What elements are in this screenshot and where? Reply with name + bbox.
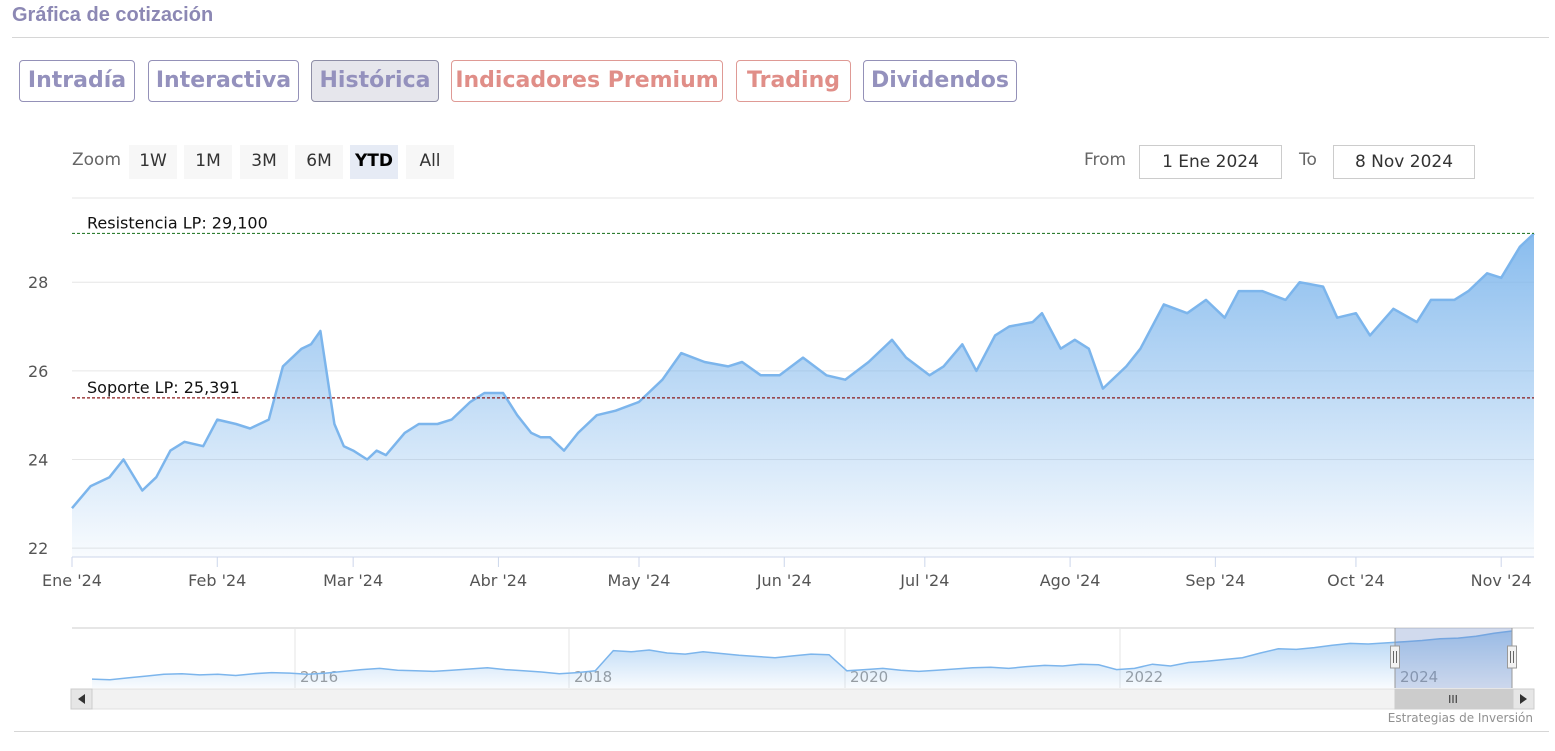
credit-link[interactable]: Estrategias de Inversión bbox=[1387, 711, 1533, 725]
from-date-input[interactable]: 1 Ene 2024 bbox=[1139, 145, 1282, 179]
x-tick-label: Oct '24 bbox=[1327, 571, 1385, 590]
from-label: From bbox=[1084, 150, 1127, 170]
x-tick-label: Sep '24 bbox=[1185, 571, 1245, 590]
navigator-line bbox=[91, 630, 1513, 681]
x-tick-label: Ago '24 bbox=[1040, 571, 1101, 590]
scrollbar-grip-icon: III bbox=[1448, 693, 1458, 706]
resistance-label: Resistencia LP: 29,100 bbox=[87, 213, 268, 232]
bottom-divider bbox=[14, 731, 1549, 732]
scrollbar-track bbox=[70, 688, 1535, 710]
x-tick-label: Jul '24 bbox=[899, 571, 949, 590]
x-tick-label: Jun '24 bbox=[756, 571, 812, 590]
navigator-selection bbox=[1395, 628, 1512, 688]
zoom-all-button[interactable]: All bbox=[406, 145, 454, 179]
x-tick-label: May '24 bbox=[608, 571, 671, 590]
navigator-area bbox=[92, 631, 1512, 688]
price-area bbox=[72, 233, 1534, 557]
y-tick-label: 24 bbox=[28, 450, 48, 469]
x-tick-label: Feb '24 bbox=[188, 571, 246, 590]
x-tick-label: Mar '24 bbox=[323, 571, 383, 590]
x-tick-label: Abr '24 bbox=[470, 571, 528, 590]
x-tick-label: Ene '24 bbox=[42, 571, 102, 590]
to-label: To bbox=[1299, 150, 1317, 170]
price-line bbox=[71, 232, 1535, 510]
navigator-handle-right[interactable] bbox=[1507, 645, 1517, 669]
zoom-6m-button[interactable]: 6M bbox=[295, 145, 343, 179]
y-tick-label: 22 bbox=[28, 539, 48, 558]
x-tick-label: Nov '24 bbox=[1471, 571, 1532, 590]
zoom-label: Zoom bbox=[72, 150, 122, 170]
page-title: Gráfica de cotización bbox=[12, 4, 214, 26]
scrollbar-thumb[interactable] bbox=[1394, 688, 1513, 710]
navigator-handle-left[interactable] bbox=[1390, 645, 1400, 669]
zoom-3m-button[interactable]: 3M bbox=[240, 145, 288, 179]
scroll-right-arrow-icon bbox=[1520, 694, 1527, 704]
tab-trading[interactable]: Trading bbox=[736, 60, 851, 102]
tab-interactiva[interactable]: Interactiva bbox=[148, 60, 299, 102]
y-tick-label: 26 bbox=[28, 362, 48, 381]
y-tick-label: 28 bbox=[28, 273, 48, 292]
tab-historica[interactable]: Histórica bbox=[311, 60, 439, 102]
zoom-1m-button[interactable]: 1M bbox=[184, 145, 232, 179]
tab-indicadores-premium[interactable]: Indicadores Premium bbox=[451, 60, 723, 102]
tab-intradia[interactable]: Intradía bbox=[19, 60, 135, 102]
tab-dividendos[interactable]: Dividendos bbox=[863, 60, 1017, 102]
scroll-left-arrow-icon bbox=[78, 694, 85, 704]
zoom-ytd-button[interactable]: YTD bbox=[350, 145, 398, 179]
support-label: Soporte LP: 25,391 bbox=[87, 378, 240, 397]
zoom-1w-button[interactable]: 1W bbox=[129, 145, 177, 179]
title-divider bbox=[12, 37, 1549, 38]
to-date-input[interactable]: 8 Nov 2024 bbox=[1333, 145, 1475, 179]
